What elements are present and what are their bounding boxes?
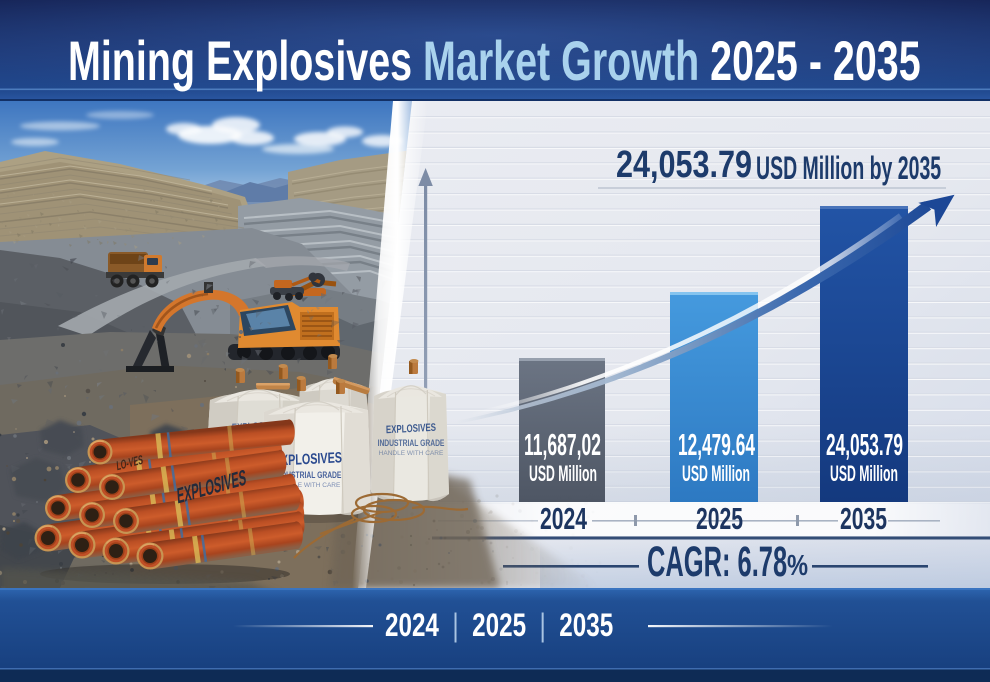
svg-text:LO-VES: LO-VES <box>116 454 143 474</box>
svg-text:HANDLE WITH CARE: HANDLE WITH CARE <box>379 450 444 457</box>
svg-text:INDUSTRIAL GRADE: INDUSTRIAL GRADE <box>275 470 342 480</box>
svg-text:EXPLOSIVES: EXPLOSIVES <box>386 422 437 437</box>
svg-text:INDUSTRIAL GRADE: INDUSTRIAL GRADE <box>378 438 445 448</box>
svg-text:EXPLOSIVES: EXPLOSIVES <box>274 449 343 470</box>
svg-text:HANDLE WITH CARE: HANDLE WITH CARE <box>276 482 341 489</box>
